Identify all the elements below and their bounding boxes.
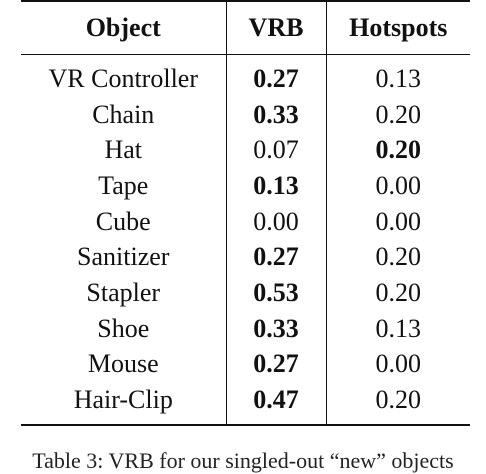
- table-row: Sanitizer 0.27 0.20: [21, 239, 470, 276]
- cell-object: Chain: [92, 99, 155, 129]
- cell-vrb: 0.53: [225, 275, 326, 311]
- table-caption: Table 3: VRB for our singled-out “new” o…: [32, 448, 454, 473]
- cell-object: Tape: [98, 170, 149, 200]
- table-row: Shoe 0.33 0.13: [21, 310, 470, 347]
- cell-object: Hair-Clip: [21, 382, 226, 426]
- header-hotspots: Hotspots: [325, 0, 470, 55]
- cell-vrb: 0.27: [225, 346, 326, 383]
- cell-hotspots: 0.00: [325, 203, 470, 240]
- cell-object: Sanitizer: [77, 242, 170, 272]
- cell-object: Mouse: [87, 349, 159, 379]
- table-header-row: Object VRB Hotspots: [21, 0, 470, 55]
- cell-hotspots: 0.20: [325, 96, 470, 133]
- cell-vrb: 0.07: [225, 132, 326, 169]
- cell-hotspots: 0.20: [325, 132, 470, 169]
- cell-object: Hat: [104, 135, 143, 165]
- cell-vrb: 0.00: [225, 203, 326, 240]
- cell-vrb: 0.33: [225, 310, 326, 347]
- table-row: VR Controller 0.27 0.13: [21, 54, 470, 97]
- cell-hotspots: 0.00: [325, 346, 470, 383]
- cell-hotspots: 0.20: [325, 275, 470, 311]
- cell-hotspots: 0.13: [325, 54, 470, 97]
- header-vrb: VRB: [225, 0, 326, 55]
- header-object: Object: [21, 0, 226, 55]
- cell-vrb: 0.27: [225, 54, 326, 97]
- cell-vrb: 0.33: [225, 96, 326, 133]
- table-row: Hair-Clip 0.47 0.20: [21, 382, 470, 426]
- table-row: Mouse 0.27 0.00: [21, 346, 470, 383]
- results-table: Object VRB Hotspots VR Controller 0.27 0.1…: [21, 0, 470, 426]
- table-row: Stapler 0.53 0.20: [21, 275, 470, 311]
- cell-hotspots: 0.00: [325, 168, 470, 204]
- cell-vrb: 0.27: [225, 239, 326, 276]
- cell-vrb: 0.47: [225, 382, 326, 426]
- results-table-container: Object VRB Hotspots VR Controller 0.27 0.1…: [21, 0, 470, 426]
- table-row: Chain 0.33 0.20: [21, 96, 470, 133]
- table-row: Hat 0.07 0.20: [21, 132, 470, 169]
- cell-hotspots: 0.20: [325, 239, 470, 276]
- table-body: VR Controller 0.27 0.13 Chain 0.33 0.20 Hat 0.0…: [21, 54, 470, 426]
- cell-object: Cube: [95, 206, 151, 236]
- cell-object: Stapler: [86, 277, 161, 307]
- cell-hotspots: 0.13: [325, 310, 470, 347]
- table-row: Cube 0.00 0.00: [21, 203, 470, 240]
- cell-hotspots: 0.20: [325, 382, 470, 426]
- cell-object: VR Controller: [48, 63, 199, 93]
- table-row: Tape 0.13 0.00: [21, 168, 470, 204]
- cell-vrb: 0.13: [225, 168, 326, 204]
- cell-object: Shoe: [97, 313, 150, 343]
